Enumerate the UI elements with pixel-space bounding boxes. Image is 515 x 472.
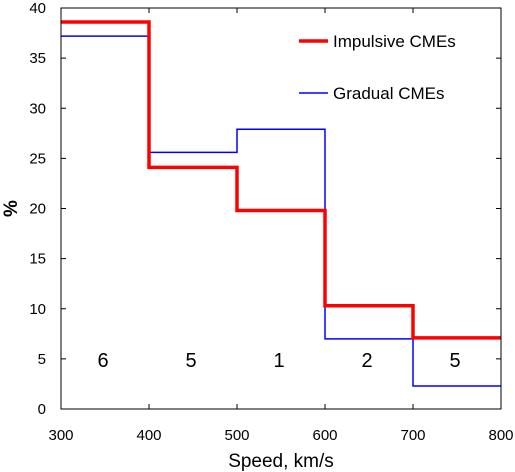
legend: Impulsive CMEs Gradual CMEs bbox=[299, 32, 456, 103]
y-tick-label: 30 bbox=[29, 100, 46, 117]
y-tick-label: 0 bbox=[38, 401, 46, 418]
plot-frame bbox=[60, 7, 502, 410]
x-axis: 300 400 500 600 700 800 bbox=[48, 8, 514, 444]
series-line-impulsive bbox=[61, 20, 501, 340]
x-tick-label: 400 bbox=[136, 427, 161, 444]
y-tick-label: 5 bbox=[38, 351, 46, 368]
bin-count-label: 2 bbox=[361, 350, 372, 372]
bin-count-label: 5 bbox=[449, 350, 460, 372]
bin-count-label: 5 bbox=[185, 350, 196, 372]
x-axis-title: Speed, km/s bbox=[228, 451, 334, 472]
x-tick-label: 600 bbox=[312, 427, 337, 444]
y-tick-label: 35 bbox=[29, 50, 46, 67]
bin-labels: 6 5 1 2 5 bbox=[97, 350, 460, 372]
y-tick-label: 20 bbox=[29, 201, 46, 218]
x-tick-label: 500 bbox=[224, 427, 249, 444]
legend-label: Gradual CMEs bbox=[333, 84, 444, 103]
bin-count-label: 1 bbox=[273, 350, 284, 372]
x-tick-label: 800 bbox=[488, 427, 513, 444]
y-axis-title: % bbox=[1, 200, 22, 217]
y-tick-label: 40 bbox=[29, 0, 46, 17]
series-layer bbox=[61, 20, 501, 387]
y-tick-label: 15 bbox=[29, 251, 46, 268]
y-tick-label: 10 bbox=[29, 301, 46, 318]
x-tick-label: 700 bbox=[400, 427, 425, 444]
bin-count-label: 6 bbox=[97, 350, 108, 372]
x-tick-label: 300 bbox=[48, 427, 73, 444]
legend-label: Impulsive CMEs bbox=[333, 32, 456, 51]
y-tick-label: 25 bbox=[29, 150, 46, 167]
